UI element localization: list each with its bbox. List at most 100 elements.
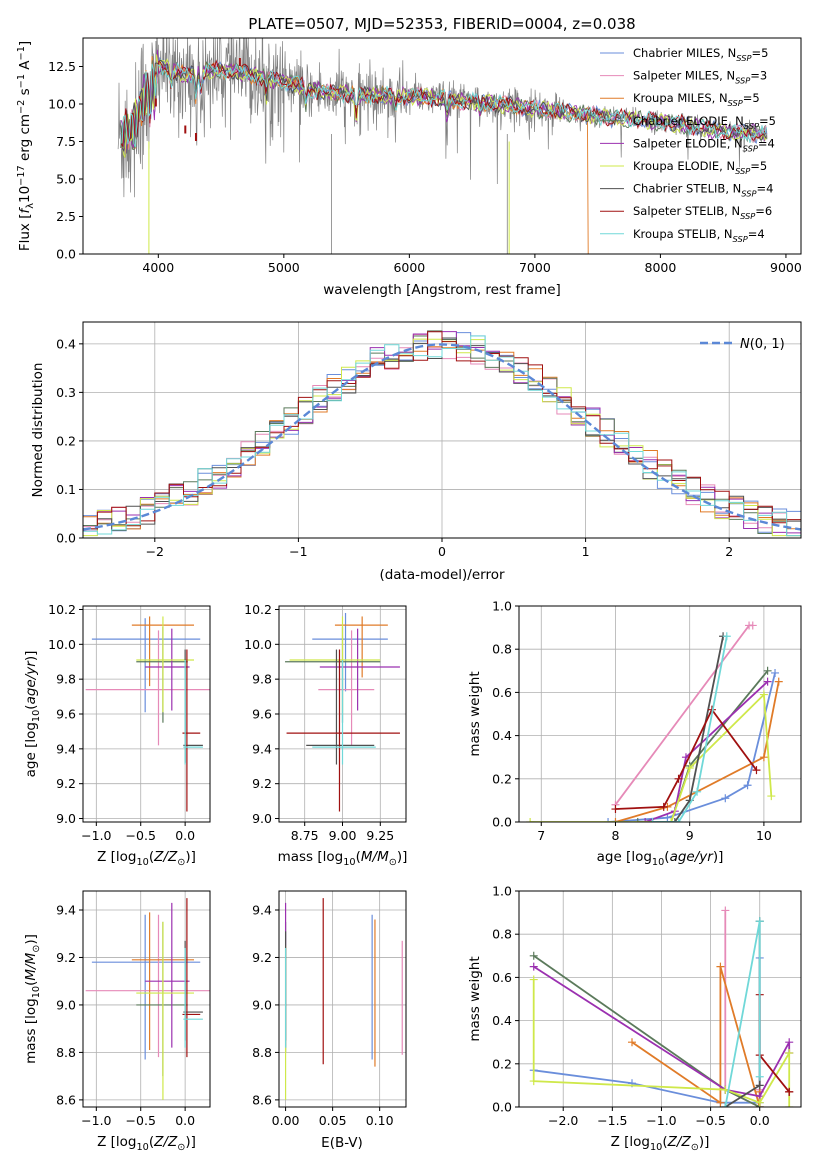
x-tick-label: 5000 xyxy=(268,260,300,275)
y-tick-label: 0.0 xyxy=(492,1100,512,1115)
y-tick-label: 1.0 xyxy=(492,884,512,899)
plot-area xyxy=(85,616,210,812)
y-tick-label: 0.4 xyxy=(492,1013,512,1028)
plot-area xyxy=(117,38,768,254)
x-axis-label: Z [log10(Z/Z⊙)] xyxy=(611,1134,710,1153)
x-tick-label: 7000 xyxy=(519,260,551,275)
y-tick-label: 0.4 xyxy=(56,336,76,351)
y-tick-label: 9.0 xyxy=(252,811,272,826)
y-tick-label: 9.4 xyxy=(56,741,76,756)
y-tick-label: 10.0 xyxy=(48,97,76,112)
y-tick-label: 9.6 xyxy=(56,707,76,722)
weight-marker xyxy=(716,1098,725,1107)
weight-marker xyxy=(759,753,768,762)
weight-marker xyxy=(611,818,620,822)
axes-frame xyxy=(82,605,211,823)
weight-marker xyxy=(752,766,761,775)
axes-frame xyxy=(518,605,802,823)
weight-line-chabrier-stelib xyxy=(652,636,724,822)
weight-marker xyxy=(641,818,650,822)
plot-area xyxy=(285,612,400,812)
plot-area xyxy=(526,621,783,822)
weight-marker xyxy=(670,818,679,822)
x-axis-label: age [log10(age/yr)] xyxy=(597,849,724,868)
x-tick-label: 0.05 xyxy=(319,1113,347,1128)
y-axis-label: mass [log10(M/M⊙)] xyxy=(23,934,42,1064)
axes-frame xyxy=(278,890,407,1108)
model-line-chabrier-stelib xyxy=(120,59,767,153)
weight-marker xyxy=(659,802,668,811)
weight-marker xyxy=(785,1049,794,1057)
y-tick-label: 9.2 xyxy=(56,950,76,965)
legend-entry: Kroupa ELODIE, NSSP=5 xyxy=(633,159,767,176)
legend: Chabrier MILES, NSSP=5 Salpeter MILES, NS… xyxy=(600,46,776,244)
axes-frame xyxy=(278,605,407,823)
masked-point xyxy=(194,133,197,141)
y-tick-label: 0.2 xyxy=(492,771,512,786)
y-axis-label: Normed distribution xyxy=(30,363,46,498)
panel-mass-weight-vs-age: 7 8 9 10 0.0 0.2 0.4 0.6 0.8 1.0 age [log10(age/yr… xyxy=(467,599,802,868)
y-tick-label: 9.6 xyxy=(252,707,272,722)
panel-mass-vs-EBV: 0.00 0.05 0.10 8.6 8.8 9.0 9.2 9.4 xyxy=(252,890,407,1128)
y-tick-label: 0.0 xyxy=(56,531,76,546)
x-tick-label: 0.0 xyxy=(175,1113,195,1128)
weight-marker xyxy=(604,818,613,822)
x-tick-label: 9000 xyxy=(770,260,802,275)
y-tick-label: 8.6 xyxy=(252,1092,272,1107)
weight-marker xyxy=(763,666,772,675)
x-tick-label: −1.5 xyxy=(597,1113,627,1128)
y-tick-label: 10.0 xyxy=(48,637,76,652)
y-tick-label: 5.0 xyxy=(56,172,76,187)
y-axis-label: mass weight xyxy=(467,956,483,1041)
y-tick-label: 0.6 xyxy=(492,970,512,985)
weight-marker xyxy=(785,1103,794,1107)
weight-marker xyxy=(721,1103,730,1107)
masked-point xyxy=(238,58,241,66)
legend-entry: Salpeter MILES, NSSP=3 xyxy=(633,69,767,86)
panel-age-vs-mass: 8.75 9.00 9.25 9.0 9.2 9.4 9.6 9.8 10.0 10.2 mass … xyxy=(244,602,407,868)
histogram-kroupa-stelib xyxy=(83,335,801,537)
y-tick-label: 9.8 xyxy=(56,672,76,687)
y-tick-label: 9.2 xyxy=(252,950,272,965)
x-tick-label: 0.0 xyxy=(175,828,195,843)
x-tick-label: −1.0 xyxy=(81,1113,111,1128)
y-tick-label: 2.5 xyxy=(56,209,76,224)
panel-spectrum: 4000 5000 6000 7000 8000 9000 0.0 2.5 5.0 7.5 10.0… xyxy=(16,15,802,298)
weight-marker xyxy=(743,781,752,790)
x-tick-label: 9.25 xyxy=(366,828,394,843)
y-axis-label: age [log10(age/yr)] xyxy=(23,651,42,778)
x-axis-label: (data-model)/error xyxy=(379,567,505,583)
x-axis-label: E(B-V) xyxy=(321,1135,363,1151)
weight-marker xyxy=(748,621,757,630)
plot-area xyxy=(529,906,794,1107)
axes-frame xyxy=(82,37,802,255)
axes-frame xyxy=(82,321,802,539)
x-tick-label: 2 xyxy=(725,544,733,559)
weight-marker xyxy=(785,1087,794,1096)
y-tick-label: 0.8 xyxy=(492,927,512,942)
weight-marker xyxy=(767,792,776,801)
weight-marker xyxy=(529,975,538,984)
y-axis-label: Flux [fλ10−17 erg cm−2 s−1 A−1] xyxy=(16,41,36,251)
weight-line-kroupa-stelib xyxy=(652,636,728,822)
plot-area xyxy=(85,898,210,1100)
weight-marker xyxy=(529,1077,538,1086)
observed-spectrum-line xyxy=(117,38,768,198)
chart-title: PLATE=0507, MJD=52353, FIBERID=0004, z=0… xyxy=(248,15,635,33)
x-tick-label: 0.0 xyxy=(750,1113,770,1128)
weight-marker xyxy=(755,917,764,926)
y-tick-label: 8.6 xyxy=(56,1092,76,1107)
plot-area xyxy=(284,898,403,1100)
weight-marker xyxy=(755,1072,764,1081)
x-tick-label: 0 xyxy=(438,544,446,559)
legend-entry: N(0, 1) xyxy=(740,337,785,352)
y-tick-label: 0.3 xyxy=(56,385,76,400)
y-tick-label: 0.1 xyxy=(56,482,76,497)
weight-marker xyxy=(755,1081,764,1090)
y-axis-label: mass weight xyxy=(467,671,483,756)
weight-marker xyxy=(627,1038,636,1047)
legend-entry: Chabrier MILES, NSSP=5 xyxy=(633,46,768,63)
y-tick-label: 0.0 xyxy=(56,247,76,262)
weight-marker xyxy=(667,818,676,822)
weight-marker xyxy=(774,677,783,686)
